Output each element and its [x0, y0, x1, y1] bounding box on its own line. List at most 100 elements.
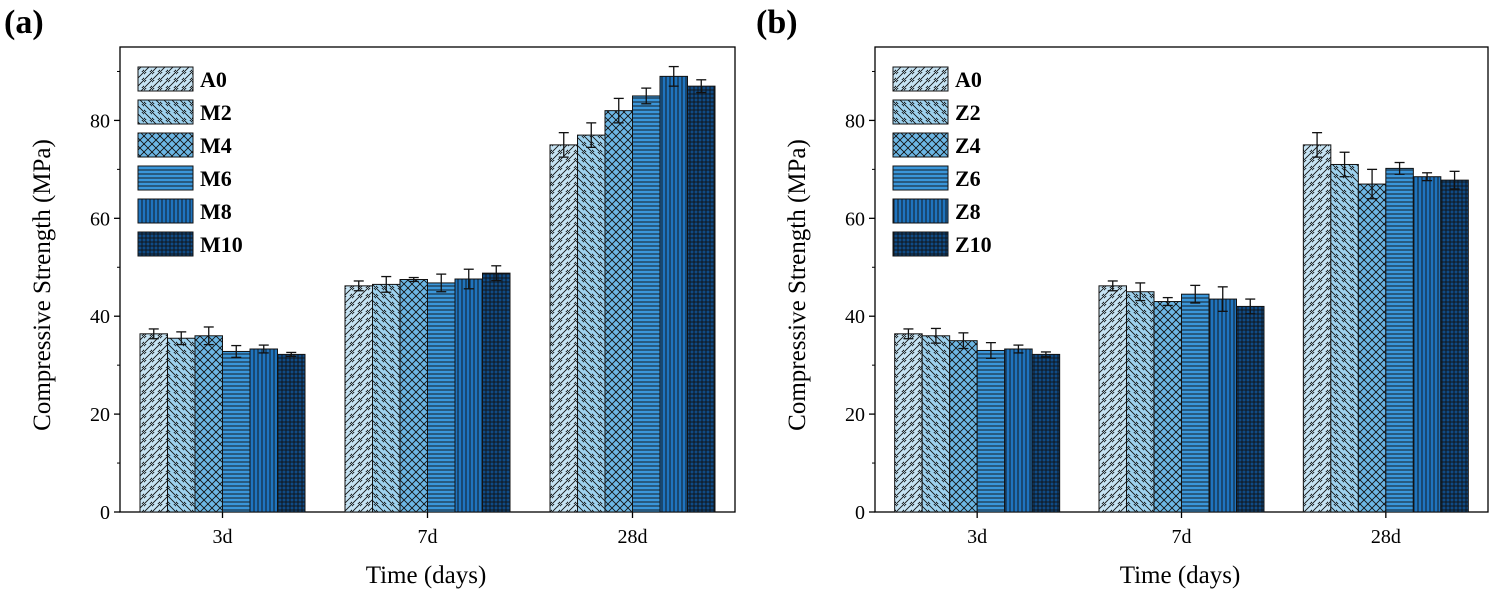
legend-label-A0: A0 [955, 67, 982, 92]
x-tick-label: 28d [1371, 526, 1401, 548]
error-bar-Z2-7d [1135, 282, 1146, 302]
bar-A0-3d [139, 333, 168, 513]
legend-label-M10: M10 [200, 232, 243, 257]
error-bar-Z10-3d [1040, 351, 1051, 358]
legend-swatch-M8 [137, 198, 194, 224]
panel-a: (a) Compressive Strength (MPa) Time (day… [4, 4, 736, 589]
bar-M6-7d [427, 282, 456, 513]
legend-swatch-Z8 [892, 198, 949, 224]
error-bar-M4-7d [408, 276, 419, 283]
error-bar-A0-7d [1107, 280, 1118, 292]
bar-Z8-28d [1412, 176, 1442, 513]
error-bar-M6-7d [436, 273, 447, 293]
legend-label-M8: M8 [200, 199, 232, 224]
legend-swatch-M10 [137, 231, 194, 257]
bar-Z6-7d [1181, 293, 1210, 513]
legend-label-M6: M6 [200, 166, 232, 191]
error-bar-M2-3d [176, 331, 187, 346]
legend-swatch-A0 [137, 66, 194, 92]
legend-label-Z4: Z4 [955, 133, 981, 158]
bar-Z10-7d [1236, 305, 1265, 513]
bar-M8-28d [659, 75, 688, 513]
bar-Z2-7d [1126, 291, 1155, 513]
legend-label-M4: M4 [200, 133, 232, 158]
error-bar-M10-28d [696, 79, 707, 94]
error-bar-M4-28d [613, 97, 624, 124]
bar-Z4-7d [1153, 301, 1182, 513]
x-tick-label: 28d [618, 526, 648, 548]
legend-swatch-A0 [892, 66, 949, 92]
legend-label-A0: A0 [200, 67, 227, 92]
bar-Z8-7d [1208, 298, 1237, 513]
bar-M10-28d [687, 85, 716, 513]
error-bar-A0-7d [353, 280, 364, 292]
bar-M10-3d [277, 353, 306, 513]
error-bar-Z6-7d [1190, 284, 1201, 304]
y-tick-label: 0 [855, 502, 865, 524]
error-bar-M10-7d [491, 265, 502, 282]
legend-label-Z6: Z6 [955, 166, 981, 191]
bar-M2-7d [372, 283, 401, 513]
x-axis-label-a: Time (days) [366, 562, 487, 589]
error-bar-A0-3d [903, 328, 914, 340]
y-tick-label: 80 [90, 110, 110, 132]
bar-M4-3d [194, 335, 223, 513]
bar-M10-7d [482, 272, 511, 513]
error-bar-Z8-7d [1217, 286, 1228, 312]
legend-swatch-Z4 [892, 132, 949, 158]
bar-Z2-3d [921, 335, 951, 513]
bar-Z6-28d [1385, 167, 1414, 513]
panel-label-a: (a) [4, 4, 44, 41]
plot-area-b: 0 20 40 60 80 3d 7d 28d A0 Z2 Z4 Z6 Z8 Z10 [845, 46, 1489, 548]
legend-label-Z10: Z10 [955, 232, 992, 257]
bar-Z10-3d [1031, 353, 1061, 513]
y-tick-label: 80 [845, 110, 865, 132]
error-bar-Z6-3d [985, 341, 996, 359]
error-bar-Z10-28d [1449, 170, 1460, 190]
y-tick-label: 40 [845, 306, 865, 328]
error-bar-M10-3d [286, 351, 297, 357]
x-tick-label: 3d [967, 526, 987, 548]
error-bar-M6-28d [641, 87, 652, 105]
error-bar-A0-3d [148, 328, 159, 340]
bar-Z4-3d [949, 340, 978, 513]
error-bar-Z2-28d [1339, 151, 1350, 178]
error-bar-Z8-28d [1422, 172, 1433, 182]
bar-Z2-28d [1330, 163, 1359, 513]
bar-M6-3d [222, 350, 251, 513]
y-tick-label: 20 [845, 404, 865, 426]
bar-A0-7d [344, 285, 373, 513]
bar-A0-3d [894, 333, 923, 513]
x-tick-label: 3d [213, 526, 233, 548]
y-tick-label: 40 [90, 306, 110, 328]
bar-Z4-28d [1357, 183, 1387, 513]
error-bar-Z2-3d [930, 327, 941, 344]
bar-A0-28d [549, 144, 578, 513]
bar-Z8-3d [1004, 348, 1033, 513]
error-bar-Z8-3d [1013, 344, 1024, 354]
bar-A0-28d [1302, 144, 1332, 513]
legend-label-Z2: Z2 [955, 100, 981, 125]
bar-Z6-3d [976, 349, 1006, 513]
bar-A0-7d [1098, 285, 1127, 513]
error-bar-M6-3d [231, 344, 242, 358]
bar-Z10-28d [1440, 179, 1469, 513]
x-axis-label-b: Time (days) [1120, 562, 1241, 589]
error-bar-M8-28d [668, 65, 679, 87]
y-tick-label: 60 [845, 208, 865, 230]
bar-M2-28d [577, 134, 606, 513]
error-bar-Z4-3d [958, 332, 969, 350]
bar-M8-3d [249, 348, 278, 513]
plot-area-a: 0 20 40 60 80 3d 7d 28d A0 M2 M4 M6 M8 M10 [90, 46, 736, 548]
y-tick-label: 60 [90, 208, 110, 230]
error-bar-M8-3d [258, 344, 269, 354]
error-bar-M2-28d [586, 122, 597, 148]
panel-label-b: (b) [756, 4, 798, 41]
bar-M6-28d [632, 95, 661, 513]
x-tick-label: 7d [418, 526, 438, 548]
error-bar-M2-7d [381, 275, 392, 293]
legend-label-M2: M2 [200, 100, 232, 125]
error-bar-Z6-28d [1394, 161, 1405, 175]
error-bar-M4-3d [203, 326, 214, 346]
